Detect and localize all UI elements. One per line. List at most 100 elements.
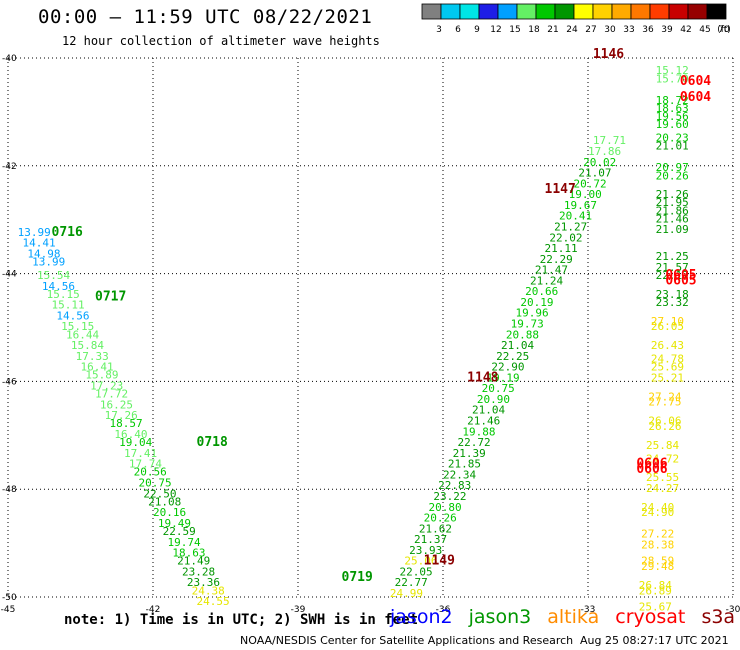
pass-time-label: 0604 xyxy=(680,90,711,105)
wave-height-value: 21.09 xyxy=(656,223,689,236)
colorbar-tick-label: 42 xyxy=(680,25,691,35)
wave-height-value: 20.26 xyxy=(424,512,457,525)
wave-height-value: 22.05 xyxy=(400,565,433,578)
wave-height-value: 24.78 xyxy=(651,353,684,366)
wave-height-value: 27.24 xyxy=(648,390,681,403)
wave-height-value: 17.86 xyxy=(588,145,621,158)
colorbar-tick-label: 70 xyxy=(718,25,730,35)
wave-height-value: 20.26 xyxy=(656,169,689,182)
wave-height-value: 26.06 xyxy=(648,415,681,428)
x-tick-label: -42 xyxy=(146,605,161,615)
wave-height-value: 21.62 xyxy=(419,522,452,535)
color-scale-bar: 3 6 9 12 15 18 21 24 27 30 33 36 39 42 45 70(ft) xyxy=(421,3,731,35)
wave-height-value: 15.84 xyxy=(71,339,104,352)
wave-height-value: 19.67 xyxy=(564,199,597,212)
chart-title: 00:00 – 11:59 UTC 08/22/2021 xyxy=(38,6,373,28)
wave-height-value: 21.49 xyxy=(177,555,210,568)
pass-time-label: 1149 xyxy=(424,554,455,569)
footer-note: note: 1) Time is in UTC; 2) SWH is in fe… xyxy=(64,612,419,628)
wave-height-value: 24.99 xyxy=(390,587,423,600)
pass-time-label: 0605 xyxy=(665,273,696,288)
satellite-legend: jason2 jason3 altika cryosat s3a xyxy=(390,606,740,628)
wave-height-value: 21.47 xyxy=(535,264,568,277)
y-tick-label: -44 xyxy=(2,270,17,280)
wave-height-value: 22.34 xyxy=(443,468,476,481)
pass-time-label: 0605 xyxy=(665,268,696,283)
wave-height-value: 26.84 xyxy=(639,579,672,592)
wave-height-value: 15.89 xyxy=(85,369,118,382)
wave-height-value: 19.74 xyxy=(168,536,201,549)
wave-height-value: 21.08 xyxy=(148,495,181,508)
wave-height-value: 19.73 xyxy=(511,318,544,331)
wave-height-value: 17.74 xyxy=(129,458,162,471)
pass-time-label: 0719 xyxy=(342,570,373,585)
colorbar-tick-label: 24 xyxy=(566,25,578,35)
wave-height-value: 22.25 xyxy=(496,350,529,363)
wave-height-value: 25.21 xyxy=(651,371,684,384)
y-tick-label: -40 xyxy=(2,54,17,64)
wave-height-value: 15.11 xyxy=(52,299,85,312)
colorbar-tick-label: 3 xyxy=(436,25,442,35)
wave-height-value: 23.28 xyxy=(182,565,215,578)
wave-height-value: 21.26 xyxy=(656,188,689,201)
wave-height-value: 23.18 xyxy=(656,288,689,301)
wave-height-value: 29.48 xyxy=(641,560,674,573)
wave-height-value: 25.69 xyxy=(651,361,684,374)
wave-height-value: 24.72 xyxy=(646,452,679,465)
pass-time-label: 0716 xyxy=(52,225,83,240)
wave-height-value: 19.96 xyxy=(516,307,549,320)
wave-height-value: 19.00 xyxy=(569,188,602,201)
wave-height-value: 21.27 xyxy=(554,220,587,233)
wave-height-value: 15.15 xyxy=(61,320,94,333)
colorbar-tick-label: 12 xyxy=(490,25,501,35)
wave-height-value: 28.59 xyxy=(641,555,674,568)
colorbar-swatch xyxy=(706,3,727,20)
wave-height-value: 20.88 xyxy=(506,328,539,341)
wave-height-value: 15.70 xyxy=(656,72,689,85)
colorbar-tick-label: 18 xyxy=(528,25,540,35)
wave-height-value: 17.23 xyxy=(90,379,123,392)
pass-time-label: 0604 xyxy=(680,74,711,89)
wave-height-value: 22.59 xyxy=(163,525,196,538)
wave-height-value: 14.56 xyxy=(56,309,89,322)
wave-height-value: 24.55 xyxy=(197,595,230,608)
x-tick-label: -36 xyxy=(436,605,451,615)
wave-height-value: 14.98 xyxy=(27,247,60,260)
wave-height-value: 21.04 xyxy=(501,339,534,352)
colorbar-tick-label: 45 xyxy=(699,25,710,35)
wave-height-value: 22.17 xyxy=(656,269,689,282)
x-tick-label: -45 xyxy=(1,605,16,615)
colorbar-tick-label: 15 xyxy=(509,25,520,35)
wave-height-value: 27.22 xyxy=(641,528,674,541)
wave-height-value: 21.04 xyxy=(472,404,505,417)
wave-height-value: 13.99 xyxy=(32,256,65,269)
wave-height-value: 21.37 xyxy=(414,533,447,546)
wave-height-value: 20.66 xyxy=(525,285,558,298)
y-tick-label: -50 xyxy=(2,593,17,603)
wave-height-value: 25.06 xyxy=(404,555,437,568)
wave-height-value: 22.77 xyxy=(395,576,428,589)
pass-time-label: 1147 xyxy=(545,182,576,197)
wave-height-value: 15.12 xyxy=(656,64,689,77)
wave-height-value: 13.99 xyxy=(18,226,51,239)
wave-height-value: 16.41 xyxy=(81,361,114,374)
wave-height-value: 26.26 xyxy=(648,420,681,433)
wave-height-value: 16.44 xyxy=(66,328,99,341)
wave-height-value: 17.71 xyxy=(593,134,626,147)
legend-jason3: jason3 xyxy=(468,606,532,628)
wave-height-value: 25.55 xyxy=(646,471,679,484)
wave-height-value: 26.89 xyxy=(639,584,672,597)
wave-height-value: 22.72 xyxy=(458,436,491,449)
wave-height-value: 19.49 xyxy=(158,517,191,530)
wave-height-value: 15.15 xyxy=(47,288,80,301)
y-tick-label: -48 xyxy=(2,485,17,495)
pass-time-label: 0718 xyxy=(197,435,228,450)
wave-height-value: 20.97 xyxy=(656,161,689,174)
y-tick-label: -46 xyxy=(2,377,17,387)
wave-height-value: 22.90 xyxy=(491,361,524,374)
wave-height-value: 28.38 xyxy=(641,538,674,551)
wave-height-value: 18.63 xyxy=(656,102,689,115)
legend-cryosat: cryosat xyxy=(615,606,686,628)
wave-height-value: 26.05 xyxy=(651,320,684,333)
legend-s3a: s3a xyxy=(701,606,736,628)
